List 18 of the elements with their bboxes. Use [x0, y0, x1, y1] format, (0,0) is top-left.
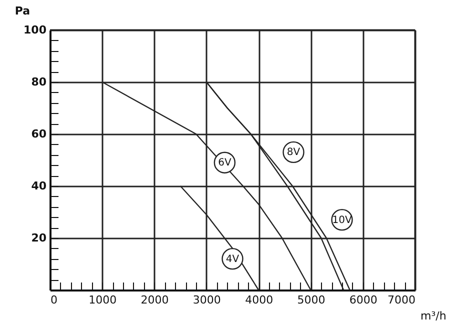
- x-tick-label: 7000: [388, 294, 416, 306]
- y-axis-title: Pa: [14, 4, 30, 18]
- y-tick-label: 80: [31, 76, 47, 88]
- annotation: 8V: [286, 147, 300, 158]
- x-axis-title: m³/h: [420, 310, 446, 322]
- x-tick-label: 0: [50, 294, 58, 306]
- x-tick-label: 6000: [349, 294, 378, 306]
- x-tick-label: 4000: [245, 294, 274, 306]
- y-tick-label: 60: [31, 128, 47, 140]
- x-tick-label: 1000: [88, 294, 117, 306]
- y-tick-label: 100: [24, 24, 47, 36]
- y-tick-label: 20: [31, 232, 47, 244]
- x-tick-label: 5000: [297, 294, 326, 306]
- annotation: 4V: [226, 254, 240, 265]
- x-tick-label: 3000: [192, 294, 221, 306]
- y-tick-label: 40: [31, 180, 47, 192]
- x-tick-label: 2000: [140, 294, 169, 306]
- annotation: 6V: [218, 158, 232, 169]
